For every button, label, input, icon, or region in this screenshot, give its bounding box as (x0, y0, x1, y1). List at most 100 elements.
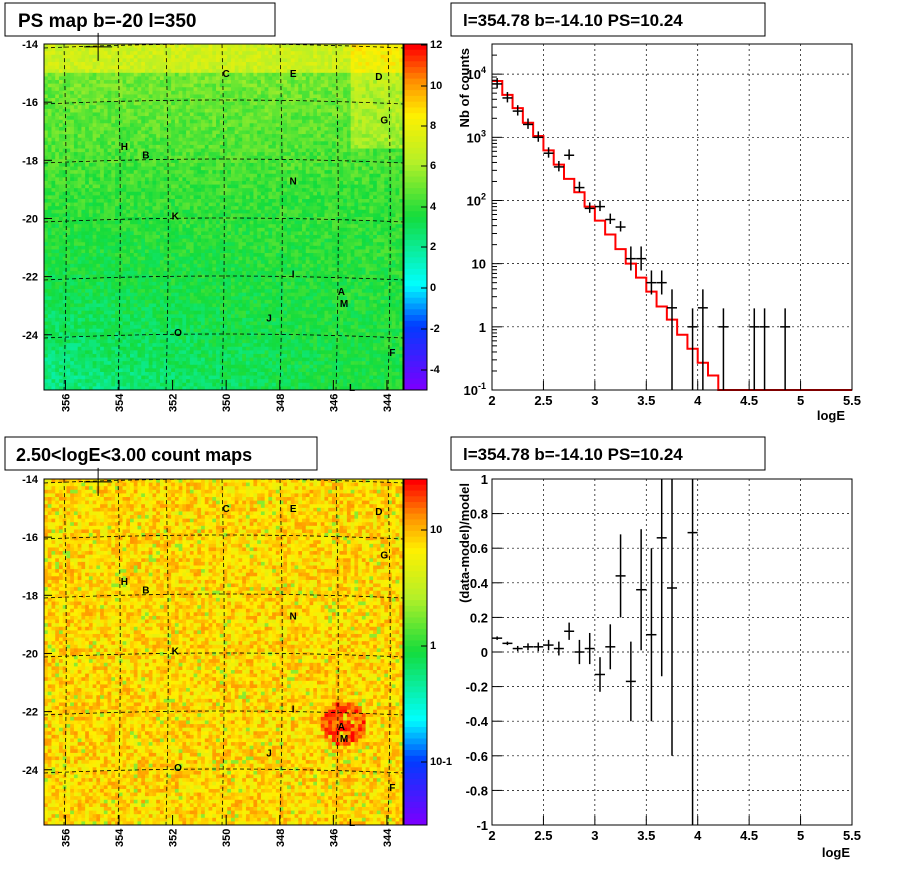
heatmap-cell (224, 116, 228, 120)
heatmap-cell (126, 174, 130, 178)
heatmap-cell (108, 134, 112, 138)
heatmap-cell (93, 112, 97, 116)
heatmap-cell (85, 51, 89, 55)
heatmap-cell (306, 87, 310, 91)
heatmap-cell (272, 185, 276, 189)
heatmap-cell (171, 131, 175, 135)
heatmap-cell (212, 127, 216, 131)
heatmap-cell (89, 58, 93, 62)
heatmap-cell (93, 138, 97, 142)
heatmap-cell (302, 149, 306, 153)
heatmap-cell (220, 228, 224, 232)
heatmap-cell (321, 84, 325, 88)
heatmap-cell (141, 73, 145, 77)
heatmap-cell (89, 163, 93, 167)
heatmap-cell (324, 199, 328, 203)
heatmap-cell (194, 80, 198, 84)
heatmap-cell (194, 109, 198, 113)
heatmap-cell (231, 224, 235, 228)
heatmap-cell (381, 62, 385, 66)
heatmap-cell (85, 210, 89, 214)
heatmap-cell (291, 152, 295, 156)
heatmap-cell (321, 134, 325, 138)
heatmap-cell (295, 152, 299, 156)
heatmap-cell (235, 94, 239, 98)
heatmap-cell (392, 109, 396, 113)
heatmap-cell (302, 185, 306, 189)
heatmap-cell (265, 206, 269, 210)
heatmap-cell (137, 76, 141, 80)
heatmap-cell (339, 163, 343, 167)
heatmap-cell (44, 66, 48, 70)
heatmap-cell (347, 66, 351, 70)
heatmap-cell (250, 192, 254, 196)
heatmap-cell (205, 123, 209, 127)
heatmap-cell (51, 58, 55, 62)
heatmap-cell (119, 213, 123, 217)
heatmap-cell (134, 105, 138, 109)
heatmap-cell (302, 62, 306, 66)
heatmap-cell (231, 145, 235, 149)
heatmap-cell (354, 48, 358, 52)
heatmap-cell (343, 84, 347, 88)
heatmap-cell (396, 195, 400, 199)
heatmap-cell (295, 167, 299, 171)
heatmap-cell (141, 109, 145, 113)
heatmap-cell (291, 51, 295, 55)
heatmap-cell (108, 177, 112, 181)
heatmap-cell (362, 192, 366, 196)
heatmap-cell (74, 84, 78, 88)
heatmap-cell (164, 177, 168, 181)
heatmap-cell (209, 213, 213, 217)
heatmap-cell (179, 185, 183, 189)
heatmap-cell (134, 131, 138, 135)
heatmap-cell (93, 210, 97, 214)
heatmap-cell (130, 116, 134, 120)
heatmap-cell (81, 199, 85, 203)
heatmap-cell (111, 167, 115, 171)
heatmap-cell (276, 203, 280, 207)
heatmap-cell (70, 44, 74, 48)
heatmap-cell (70, 94, 74, 98)
heatmap-cell (261, 228, 265, 232)
heatmap-cell (190, 213, 194, 217)
heatmap-cell (179, 112, 183, 116)
heatmap-cell (70, 228, 74, 232)
heatmap-cell (55, 213, 59, 217)
heatmap-cell (100, 188, 104, 192)
heatmap-cell (287, 138, 291, 142)
heatmap-cell (130, 210, 134, 214)
heatmap-cell (164, 213, 168, 217)
heatmap-cell (66, 131, 70, 135)
heatmap-cell (48, 149, 52, 153)
heatmap-cell (369, 94, 373, 98)
heatmap-cell (63, 127, 67, 131)
heatmap-cell (149, 94, 153, 98)
heatmap-cell (51, 48, 55, 52)
heatmap-cell (250, 51, 254, 55)
heatmap-cell (280, 170, 284, 174)
heatmap-cell (339, 195, 343, 199)
heatmap-cell (354, 141, 358, 145)
heatmap-cell (104, 206, 108, 210)
heatmap-cell (396, 51, 400, 55)
heatmap-cell (209, 102, 213, 106)
heatmap-cell (324, 224, 328, 228)
heatmap-cell (351, 134, 355, 138)
heatmap-cell (317, 62, 321, 66)
heatmap-cell (141, 188, 145, 192)
heatmap-cell (123, 109, 127, 113)
heatmap-cell (384, 84, 388, 88)
heatmap-cell (313, 210, 317, 214)
heatmap-cell (171, 170, 175, 174)
heatmap-cell (246, 174, 250, 178)
heatmap-cell (179, 145, 183, 149)
heatmap-cell (167, 123, 171, 127)
heatmap-cell (96, 66, 100, 70)
heatmap-cell (321, 87, 325, 91)
heatmap-cell (190, 199, 194, 203)
heatmap-cell (339, 192, 343, 196)
heatmap-cell (358, 185, 362, 189)
heatmap-cell (119, 80, 123, 84)
heatmap-cell (246, 188, 250, 192)
